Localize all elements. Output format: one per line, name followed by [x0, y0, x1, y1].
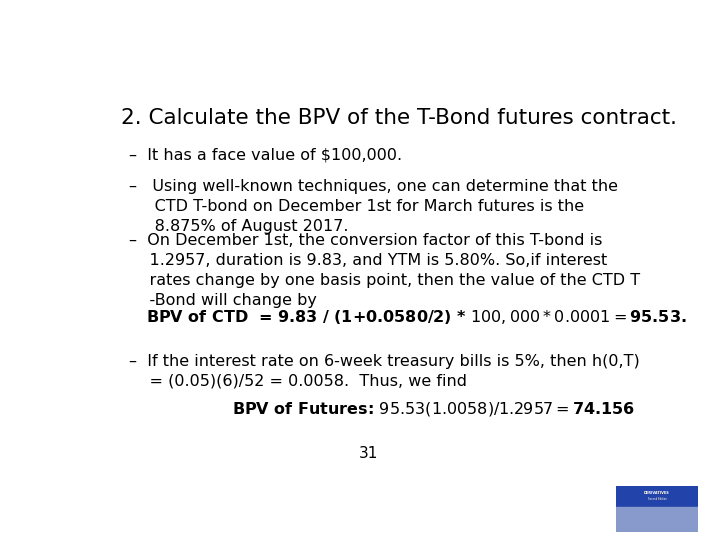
Bar [616, 507, 698, 532]
Text: –  It has a face value of $100,000.: – It has a face value of $100,000. [129, 148, 402, 163]
Text: DERIVATIVES: DERIVATIVES [644, 491, 670, 495]
Text: –  On December 1st, the conversion factor of this T-bond is
    1.2957, duration: – On December 1st, the conversion factor… [129, 233, 640, 308]
Text: –   Using well-known techniques, one can determine that the
     CTD T-bond on D: – Using well-known techniques, one can d… [129, 179, 618, 234]
Text: Second Edition: Second Edition [647, 497, 667, 501]
Text: BPV of Futures: $95.53(1.0058) / 1.2957 = $74.156: BPV of Futures: $95.53(1.0058) / 1.2957 … [233, 400, 635, 417]
Text: 31: 31 [359, 446, 379, 461]
Text: BPV of CTD  = 9.83 / (1+0.0580/2) * $100,000 * 0.0001 = $95.53.: BPV of CTD = 9.83 / (1+0.0580/2) * $100,… [145, 308, 686, 326]
Bar [616, 486, 698, 507]
Text: 2. Calculate the BPV of the T-Bond futures contract.: 2. Calculate the BPV of the T-Bond futur… [121, 109, 677, 129]
Text: –  If the interest rate on 6-week treasury bills is 5%, then h(0,T)
    = (0.05): – If the interest rate on 6-week treasur… [129, 354, 640, 389]
